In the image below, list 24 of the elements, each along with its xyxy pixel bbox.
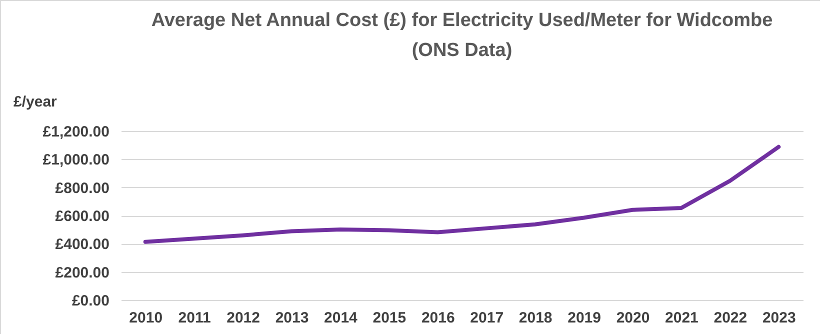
x-tick-label: 2022 (714, 310, 748, 326)
x-tick-label: 2015 (372, 310, 406, 326)
x-tick-label: 2012 (226, 310, 260, 326)
y-tick-label: £600.00 (55, 208, 110, 225)
x-tick-label: 2021 (665, 310, 698, 326)
line-series (143, 144, 781, 244)
y-axis-title: £/year (14, 94, 58, 110)
y-tick-label: £800.00 (55, 180, 110, 197)
y-tick-label: £1,200.00 (42, 124, 110, 140)
x-tick-label: 2020 (616, 310, 650, 326)
x-tick-label: 2017 (470, 310, 504, 326)
x-tick-label: 2010 (129, 310, 163, 326)
x-tick-label: 2019 (568, 310, 601, 326)
chart-title: Average Net Annual Cost (£) for Electricity Used/Meter for Widcombe (ONS Data) (151, 10, 773, 61)
x-tick-label: 2013 (275, 310, 309, 326)
y-tick-label: £400.00 (55, 236, 110, 254)
x-tick-label: 2023 (762, 310, 796, 326)
y-tick-label: £0.00 (72, 292, 110, 310)
y-tick-label: £1,000.00 (42, 152, 110, 169)
x-tick-label: 2018 (518, 310, 552, 326)
x-tick-label: 2011 (178, 310, 211, 326)
x-tick-label: 2016 (421, 310, 455, 326)
x-tick-label: 2014 (324, 310, 358, 326)
y-tick-label: £200.00 (55, 264, 110, 282)
